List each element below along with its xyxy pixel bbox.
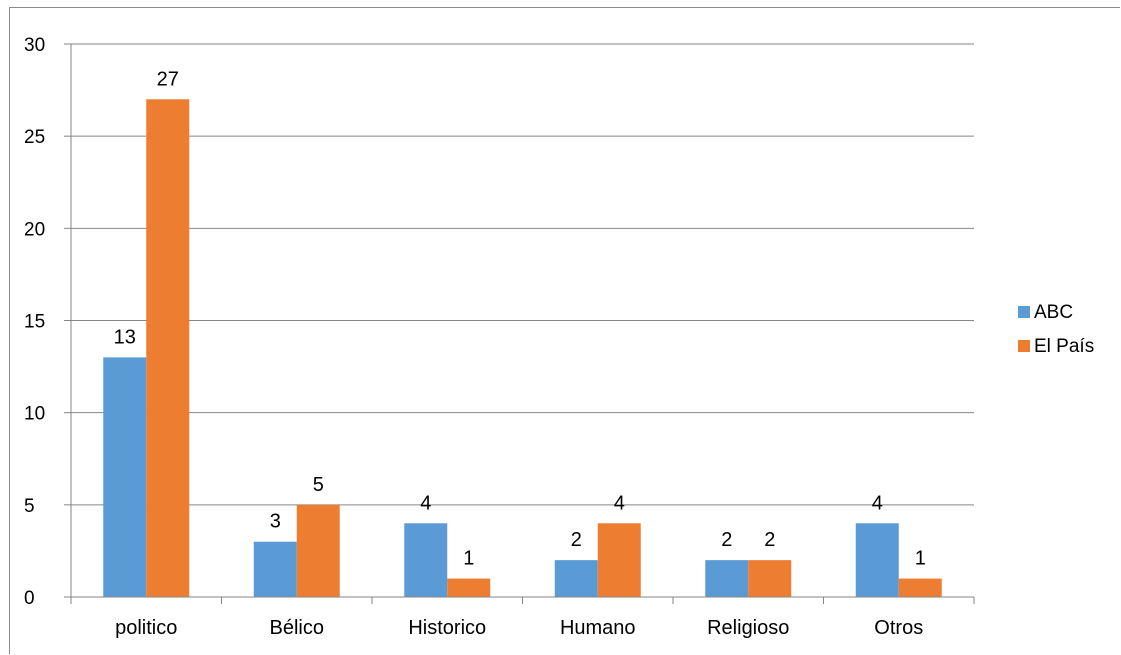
data-label: 4 (420, 492, 431, 514)
bar-chart: 0 5 10 15 20 25 30 13 27 politico 3 5 Bélico 4 1 Histor… (24, 35, 1094, 639)
legend: ABC El País (1018, 302, 1094, 357)
y-tick-label: 10 (24, 404, 45, 425)
data-label: 2 (764, 529, 775, 551)
bar-abc (103, 357, 147, 597)
bar-el-país (597, 523, 641, 597)
bar-el-país (748, 560, 792, 597)
y-tick-label: 0 (24, 588, 35, 609)
x-category-label: Religioso (707, 617, 789, 639)
x-category-label: Historico (408, 617, 486, 639)
data-label: 4 (614, 492, 625, 514)
axes (64, 43, 975, 604)
bar-abc (554, 560, 598, 597)
data-label: 5 (313, 474, 324, 496)
chart-frame: 0 5 10 15 20 25 30 13 27 politico 3 5 Bélico 4 1 Histor… (9, 7, 1120, 654)
legend-swatch (1018, 306, 1030, 318)
x-category-label: politico (115, 617, 177, 639)
x-category-label: Otros (874, 617, 923, 639)
y-tick-label: 30 (24, 35, 45, 56)
gridlines (71, 43, 974, 506)
x-category-label: Bélico (270, 617, 324, 639)
data-label: 2 (721, 529, 732, 551)
data-label: 2 (571, 529, 582, 551)
y-tick-label: 15 (24, 312, 45, 333)
y-tick-label: 20 (24, 219, 45, 240)
bar-el-país (898, 578, 942, 597)
bar-el-país (447, 578, 491, 597)
legend-swatch (1018, 340, 1030, 352)
x-category-label: Humano (560, 617, 636, 639)
data-label: 13 (114, 326, 136, 348)
data-label: 3 (270, 511, 281, 533)
y-tick-label: 5 (24, 496, 35, 517)
legend-label: El País (1034, 336, 1094, 357)
data-label: 1 (463, 548, 474, 570)
y-tick-label: 25 (24, 127, 45, 148)
bar-abc (855, 523, 899, 597)
bar-abc (705, 560, 749, 597)
bar-el-país (296, 504, 340, 597)
bar-abc (253, 541, 297, 597)
bar-el-país (146, 99, 190, 598)
legend-label: ABC (1034, 302, 1073, 323)
data-label: 27 (157, 68, 179, 90)
labels: 0 5 10 15 20 25 30 13 27 politico 3 5 Bélico 4 1 Histor… (24, 35, 926, 639)
data-label: 1 (915, 548, 926, 570)
bars (103, 99, 942, 598)
data-label: 4 (872, 492, 883, 514)
bar-abc (404, 523, 448, 597)
